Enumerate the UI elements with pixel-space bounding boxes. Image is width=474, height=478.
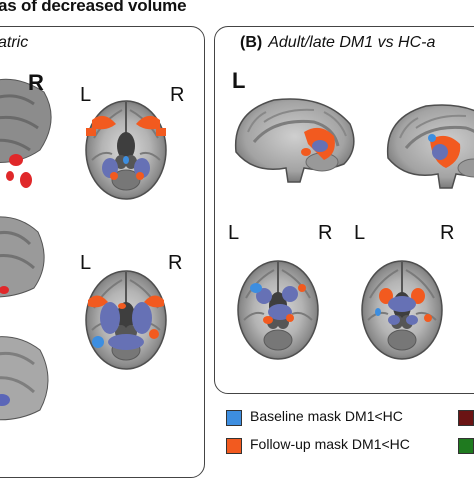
legend-swatch-partial-dark-red: [458, 410, 474, 426]
panel-a-sagittal-2: [0, 216, 45, 298]
panel-a-axial-1-left-label: L: [80, 84, 92, 106]
panel-a-axial-2-right-label: R: [168, 252, 183, 274]
panel-a-axial-2-left-label: L: [80, 252, 92, 274]
panel-a-side-label: R: [28, 70, 44, 95]
panel-a-axial-1-right-label: R: [170, 84, 185, 106]
legend-label-baseline: Baseline mask DM1<HC: [250, 408, 403, 424]
panel-b-title: (B) Adult/late DM1 vs HC-a: [240, 34, 435, 52]
panel-b-axial-1-right-label: R: [318, 222, 333, 244]
legend-swatch-followup: [226, 438, 242, 454]
panel-a-axial-2: [85, 270, 167, 370]
panel-b-axial-1-left-label: L: [228, 222, 240, 244]
panel-b-side-label: L: [232, 68, 246, 93]
panel-a-title: atric: [0, 34, 29, 51]
panel-b-axial-1: [237, 260, 319, 360]
panel-b-sagittal-2: [386, 103, 474, 190]
panel-a-axial-1: [85, 100, 167, 200]
panel-b-title-text: Adult/late DM1 vs HC-a: [268, 34, 436, 51]
panel-a-sagittal-3: [0, 336, 49, 421]
panel-b-sagittal-1: [234, 97, 356, 184]
panel-a-sagittal-1: [0, 78, 52, 188]
legend-swatch-partial-green: [458, 438, 474, 454]
panel-b-label: (B): [240, 34, 263, 51]
legend-label-followup: Follow-up mask DM1<HC: [250, 436, 410, 452]
panel-b-axial-2: [361, 260, 443, 360]
panel-b-axial-2-left-label: L: [354, 222, 366, 244]
panel-b-axial-2-right-label: R: [440, 222, 455, 244]
legend-swatch-baseline: [226, 410, 242, 426]
figure-title: as of decreased volume: [0, 0, 187, 15]
